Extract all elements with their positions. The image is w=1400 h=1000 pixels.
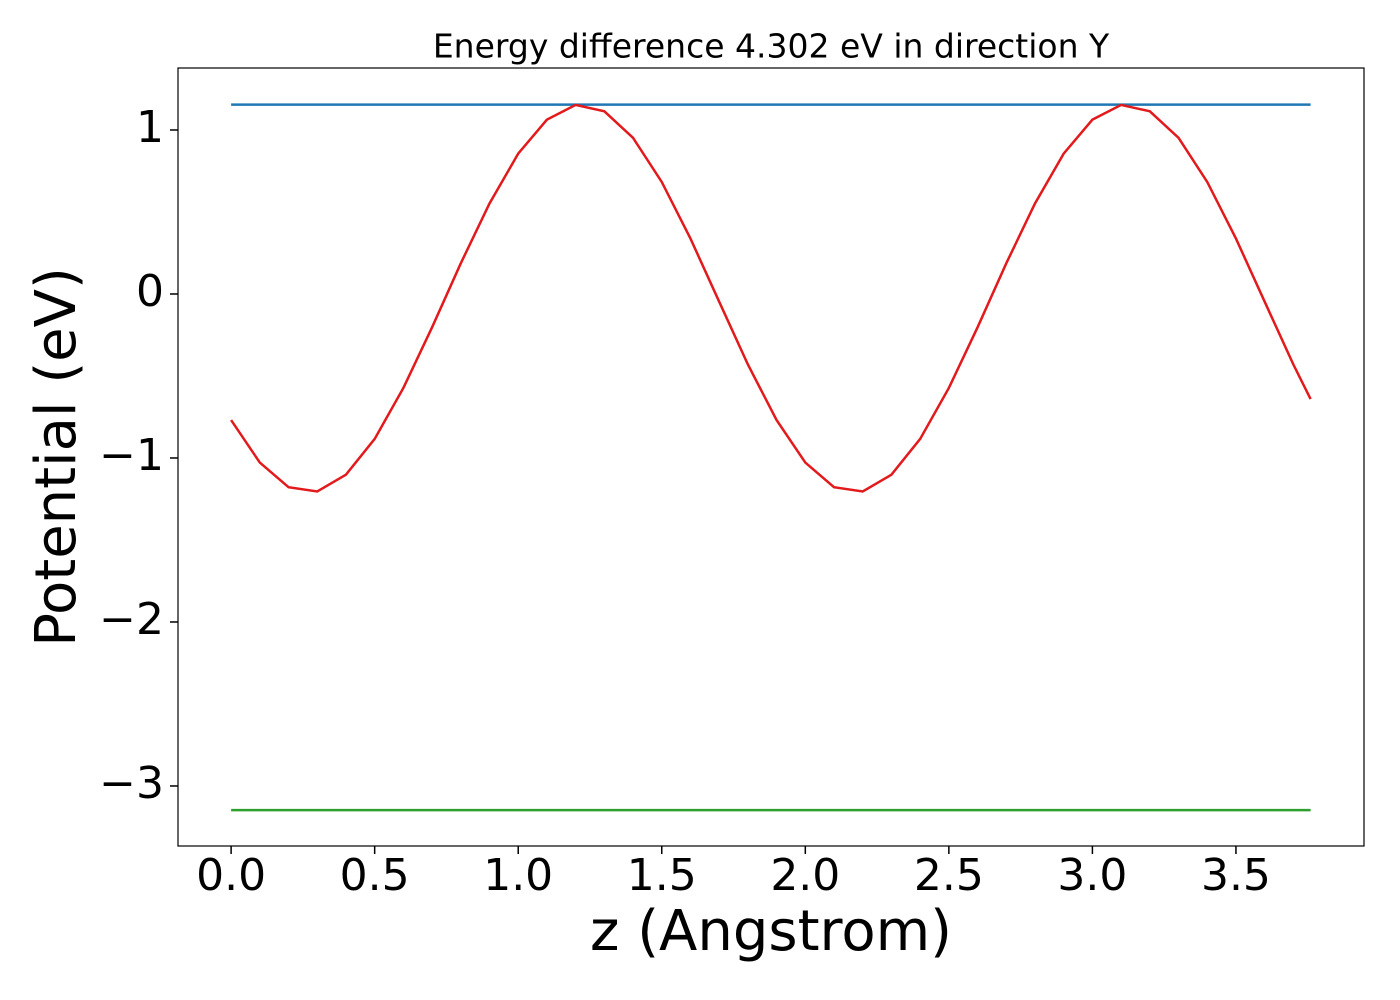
x-tick-label: 1.0: [483, 850, 553, 901]
x-tick-label: 0.0: [196, 850, 266, 901]
y-tick-label: −2: [99, 594, 164, 645]
x-tick-label: 2.5: [914, 850, 984, 901]
x-tick-label: 0.5: [340, 850, 410, 901]
y-tick-label: 1: [136, 102, 164, 153]
x-axis-label: z (Angstrom): [590, 899, 952, 964]
x-tick-label: 3.0: [1057, 850, 1127, 901]
y-tick-label: −3: [99, 758, 164, 809]
x-tick-label: 3.5: [1201, 850, 1271, 901]
y-tick-label: −1: [99, 430, 164, 481]
y-tick-label: 0: [136, 266, 164, 317]
x-tick-label: 2.0: [770, 850, 840, 901]
x-tick-label: 1.5: [627, 850, 697, 901]
y-axis-label: Potential (eV): [24, 267, 89, 647]
chart-title: Energy difference 4.302 eV in direction …: [433, 27, 1110, 66]
data-line: [230, 103, 1312, 493]
plot-frame: [177, 67, 1365, 847]
